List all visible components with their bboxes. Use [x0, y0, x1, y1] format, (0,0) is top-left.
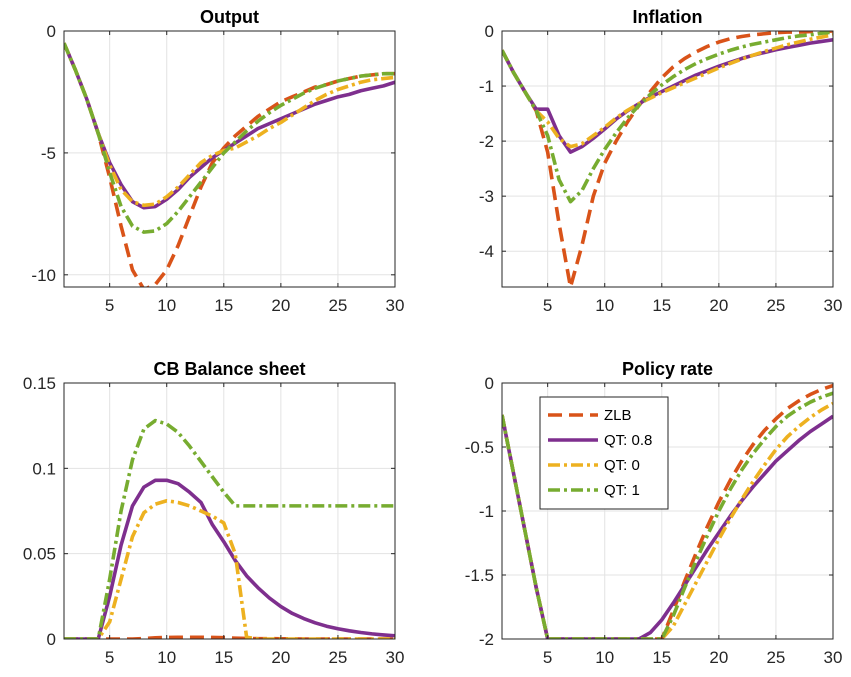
y-tick-label: -5 [41, 144, 56, 163]
x-tick-label: 5 [105, 648, 114, 667]
legend-label-zlb: ZLB [604, 407, 632, 424]
x-tick-label: 25 [766, 296, 785, 315]
x-tick-label: 5 [105, 296, 114, 315]
series-line-zlb [502, 31, 833, 287]
y-tick-label: -2 [479, 630, 494, 649]
legend-label-qt08: QT: 0.8 [604, 432, 652, 449]
panel-title: Output [200, 7, 259, 27]
panel-3: 5 10 15 20 25 30 0 0.05 0.1 0.15 CB Balance sheet [23, 359, 405, 667]
x-tick-label: 25 [328, 648, 347, 667]
plot-area [64, 31, 395, 287]
axes-box [63, 382, 396, 640]
x-tick-label: 5 [543, 296, 552, 315]
x-tick-label: 30 [824, 648, 843, 667]
y-tick-label: -1.5 [465, 566, 494, 585]
x-tick-label: 20 [709, 296, 728, 315]
series-line-qt1 [64, 42, 395, 234]
x-tick-label: 20 [271, 648, 290, 667]
y-tick-label: -2 [479, 132, 494, 151]
y-tick-label: 0 [47, 630, 56, 649]
legend: ZLB QT: 0.8 QT: 0 QT: 1 [539, 396, 669, 510]
series-line-qt1 [64, 418, 395, 639]
x-tick-label: 5 [543, 648, 552, 667]
axes-box [501, 30, 834, 288]
y-tick-label: 0.1 [32, 459, 56, 478]
y-tick-label: -4 [479, 242, 494, 261]
plot-area [502, 31, 833, 287]
series-line-qt0 [502, 33, 833, 149]
x-tick-label: 20 [271, 296, 290, 315]
y-tick-label: -3 [479, 187, 494, 206]
series-line-qt08 [64, 478, 395, 639]
series-line-qt0 [64, 42, 395, 208]
x-tick-label: 30 [386, 648, 405, 667]
x-tick-label: 15 [652, 648, 671, 667]
y-tick-label: -1 [479, 77, 494, 96]
x-tick-label: 20 [709, 648, 728, 667]
x-tick-label: 10 [157, 296, 176, 315]
legend-label-qt1: QT: 1 [604, 482, 640, 499]
x-tick-label: 15 [214, 296, 233, 315]
panel-title: Policy rate [622, 359, 713, 379]
legend-label-qt0: QT: 0 [604, 457, 640, 474]
x-tick-label: 10 [595, 296, 614, 315]
series-line-qt08 [502, 414, 833, 639]
y-tick-label: 0.15 [23, 374, 56, 393]
x-tick-label: 25 [328, 296, 347, 315]
x-tick-label: 15 [214, 648, 233, 667]
y-tick-label: -0.5 [465, 438, 494, 457]
x-tick-label: 10 [595, 648, 614, 667]
y-tick-label: 0.05 [23, 545, 56, 564]
panel-title: CB Balance sheet [153, 359, 305, 379]
series-line-qt0 [502, 401, 833, 639]
y-tick-label: 0 [485, 374, 494, 393]
x-tick-label: 10 [157, 648, 176, 667]
y-tick-label: 0 [47, 22, 56, 41]
panel-4: 5 10 15 20 25 30 0 -0.5 -1 -1.5 -2 Policy rate ZLB QT… [465, 359, 843, 667]
x-tick-label: 25 [766, 648, 785, 667]
panel-1: 5 10 15 20 25 30 0 -5 -10 Output [31, 7, 404, 315]
x-tick-label: 30 [386, 296, 405, 315]
panel-2: 5 10 15 20 25 30 0 -1 -2 -3 -4 Inflation [479, 7, 843, 315]
y-tick-label: -1 [479, 502, 494, 521]
panel-title: Inflation [633, 7, 703, 27]
axes-box [63, 30, 396, 288]
plot-area [64, 383, 395, 639]
y-tick-label: 0 [485, 22, 494, 41]
series-line-qt1 [502, 31, 833, 204]
x-tick-label: 15 [652, 296, 671, 315]
x-tick-label: 30 [824, 296, 843, 315]
series-line-qt1 [502, 391, 833, 639]
series-line-zlb [502, 383, 833, 639]
y-tick-label: -10 [31, 266, 56, 285]
